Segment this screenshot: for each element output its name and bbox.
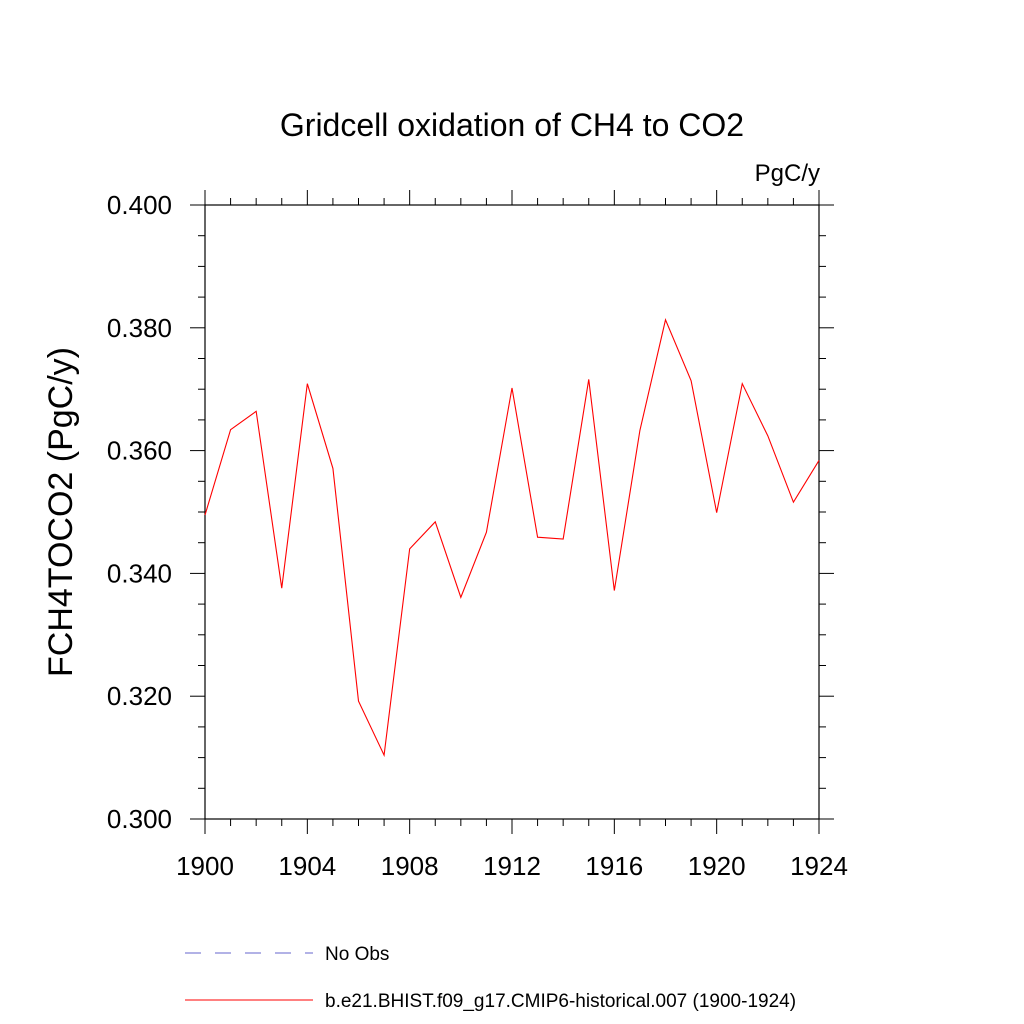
legend: No Obs b.e21.BHIST.f09_g17.CMIP6-historic…: [185, 944, 796, 1012]
series-line-0: [204, 318, 820, 758]
x-tick-label: 1916: [585, 851, 643, 881]
plot-frame: [204, 204, 820, 820]
axis-tick-labels: 1900 1904 1908 1912 1916 1920 1924 0.300 0.320 0.…: [107, 190, 848, 881]
y-tick-label: 0.320: [107, 681, 172, 711]
x-tick-label: 1900: [176, 851, 234, 881]
x-tick-label: 1924: [790, 851, 848, 881]
legend-label: No Obs: [325, 944, 389, 965]
series-group: [204, 318, 820, 758]
x-tick-label: 1920: [688, 851, 746, 881]
y-tick-label: 0.380: [107, 313, 172, 343]
x-tick-label: 1908: [381, 851, 439, 881]
y-tick-label: 0.300: [107, 804, 172, 834]
y-tick-label: 0.400: [107, 190, 172, 220]
chart-title: Gridcell oxidation of CH4 to CO2: [280, 107, 744, 143]
legend-label: b.e21.BHIST.f09_g17.CMIP6-historical.007…: [325, 991, 796, 1012]
x-tick-label: 1912: [483, 851, 541, 881]
y-tick-label: 0.360: [107, 436, 172, 466]
units-label: PgC/y: [755, 160, 820, 187]
axis-ticks: [190, 190, 834, 834]
y-axis-label: FCH4TOCO2 (PgC/y): [42, 347, 80, 677]
y-tick-label: 0.340: [107, 558, 172, 588]
x-tick-label: 1904: [278, 851, 336, 881]
